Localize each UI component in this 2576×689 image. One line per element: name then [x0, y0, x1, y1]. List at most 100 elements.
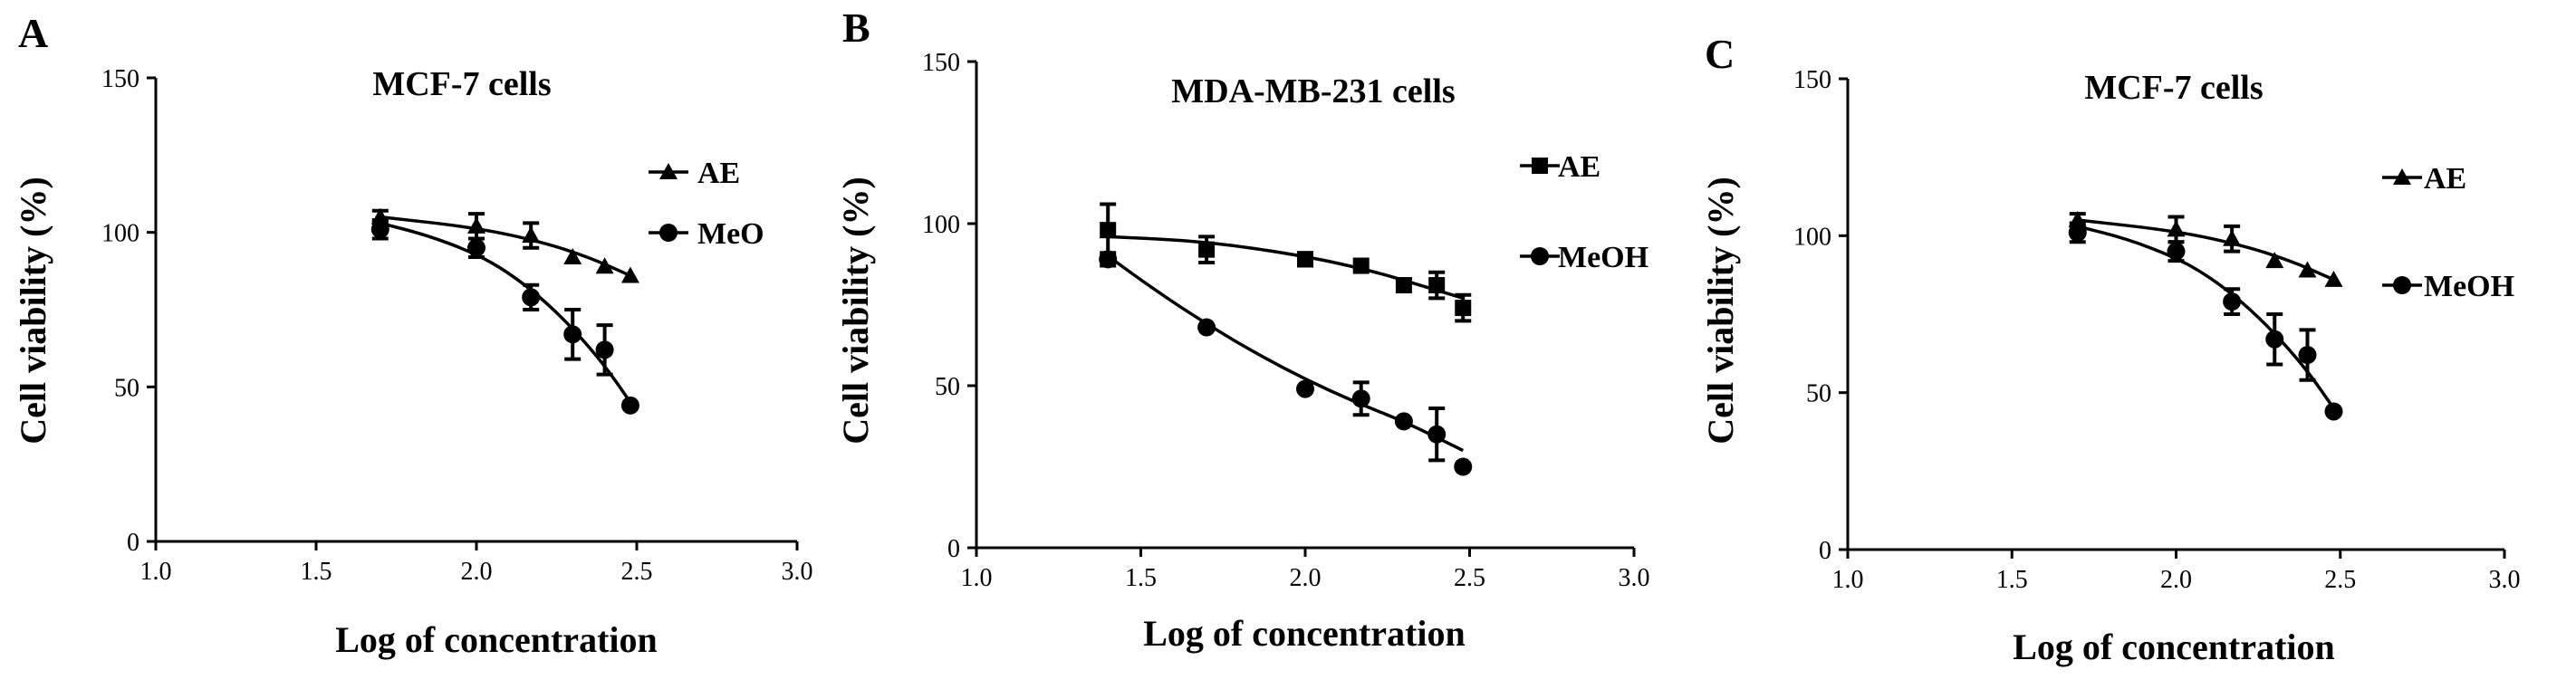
data-point [2265, 252, 2284, 269]
fit-curve [1107, 254, 1465, 453]
fit-curve [380, 215, 631, 278]
data-point [2298, 346, 2317, 365]
data-point [1455, 300, 1472, 317]
data-point [1100, 222, 1117, 239]
data-point [2167, 242, 2186, 261]
series-meoh [2068, 221, 2343, 421]
data-point [1428, 277, 1446, 294]
y-tick-label: 150 [922, 49, 960, 77]
data-point [1454, 457, 1473, 476]
legend-marker [2393, 168, 2411, 185]
chart-panel-c: C MCF-7 cells 1.0 1.5 2.0 2.5 3.0 0 50 100 150 Log … [1700, 31, 2521, 667]
fit-curve [380, 221, 632, 404]
y-axis-label: Cell viability (%) [13, 177, 53, 445]
x-tick-label: 1.5 [1996, 566, 2028, 594]
data-point [620, 396, 639, 415]
data-point [595, 340, 614, 359]
y-axis-label: Cell viability (%) [1700, 177, 1741, 445]
data-point [1297, 251, 1313, 268]
data-point [563, 325, 582, 344]
x-axis-label: Log of concentration [1143, 613, 1466, 654]
x-tick-label: 1.0 [140, 558, 172, 586]
legend-label: AE [2424, 162, 2466, 196]
x-tick-label: 2.5 [2324, 566, 2356, 594]
x-axis-label: Log of concentration [335, 619, 658, 660]
y-tick-label: 0 [1819, 537, 1831, 565]
data-point [1427, 425, 1447, 444]
fit-curve [2077, 225, 2335, 410]
y-tick-label: 50 [935, 373, 960, 401]
chart-panel-a: A MCF-7 cells 1.0 1.5 2.0 2.5 3.0 0 50 100 150 Log … [13, 10, 813, 660]
legend-marker [1531, 247, 1549, 265]
data-point [370, 220, 389, 239]
data-point [2324, 270, 2343, 287]
series-ae [2068, 211, 2343, 287]
data-point [1394, 412, 1413, 431]
x-tick-label: 3.0 [782, 558, 813, 586]
panel-letter: C [1705, 31, 1735, 77]
data-point [2265, 330, 2284, 349]
series-meoh [1099, 250, 1473, 476]
data-point [1351, 389, 1370, 408]
data-point [1197, 318, 1216, 337]
legend-label: MeOH [2424, 270, 2514, 303]
series-meoh [370, 218, 639, 415]
legend-marker [659, 224, 678, 242]
data-point [1296, 379, 1314, 398]
data-point [2223, 229, 2242, 246]
x-tick-label: 1.5 [301, 558, 332, 586]
x-tick-label: 1.0 [1832, 566, 1864, 594]
y-tick-label: 0 [127, 529, 139, 557]
data-point [2223, 292, 2242, 311]
data-point [1099, 250, 1118, 269]
fit-curve [2077, 218, 2335, 282]
y-tick-label: 100 [101, 220, 139, 248]
y-tick-label: 150 [1793, 66, 1831, 94]
y-tick-label: 0 [947, 535, 960, 563]
data-point [2298, 261, 2317, 278]
chart-title: MCF-7 cells [2084, 69, 2263, 107]
data-point [595, 257, 614, 274]
data-point [1395, 277, 1412, 294]
x-tick-label: 2.0 [461, 558, 493, 586]
x-tick-label: 1.5 [1125, 564, 1157, 592]
data-point [467, 238, 485, 257]
y-tick-label: 100 [922, 211, 960, 239]
chart-title: MCF-7 cells [372, 65, 551, 103]
x-axis-label: Log of concentration [2013, 627, 2335, 667]
legend-marker [2393, 276, 2411, 294]
data-point [2324, 402, 2343, 421]
data-point [563, 247, 582, 264]
x-tick-label: 3.0 [1619, 564, 1650, 592]
y-tick-label: 50 [1806, 380, 1831, 408]
chart-panel-b: B MDA-MB-231 cells 1.0 1.5 2.0 2.5 3.0 0 50 100 15… [835, 5, 1650, 654]
y-axis-label: Cell viability (%) [835, 177, 876, 445]
data-point [2167, 220, 2186, 237]
y-tick-label: 50 [114, 374, 139, 402]
data-point [522, 288, 541, 307]
x-tick-label: 2.0 [1290, 564, 1322, 592]
data-point [522, 226, 541, 244]
legend-label: AE [1558, 150, 1600, 184]
data-point [1352, 257, 1370, 274]
chart-title: MDA-MB-231 cells [1171, 72, 1455, 110]
panel-letter: A [18, 10, 48, 56]
series-ae [1100, 202, 1472, 323]
x-tick-label: 1.0 [961, 564, 993, 592]
legend-label: AE [697, 157, 740, 190]
legend-marker [659, 163, 678, 179]
y-tick-label: 100 [1793, 223, 1831, 251]
legend-marker [1532, 158, 1548, 174]
x-tick-label: 2.5 [621, 558, 653, 586]
y-tick-label: 150 [101, 65, 139, 93]
x-tick-label: 3.0 [2489, 566, 2521, 594]
series-ae [370, 207, 639, 283]
data-point [467, 216, 485, 234]
panel-letter: B [842, 5, 870, 51]
legend-label: MeOH [1558, 241, 1648, 274]
x-tick-label: 2.0 [2160, 566, 2192, 594]
data-point [620, 266, 639, 283]
x-tick-label: 2.5 [1454, 564, 1485, 592]
legend-label: MeO [697, 217, 764, 251]
